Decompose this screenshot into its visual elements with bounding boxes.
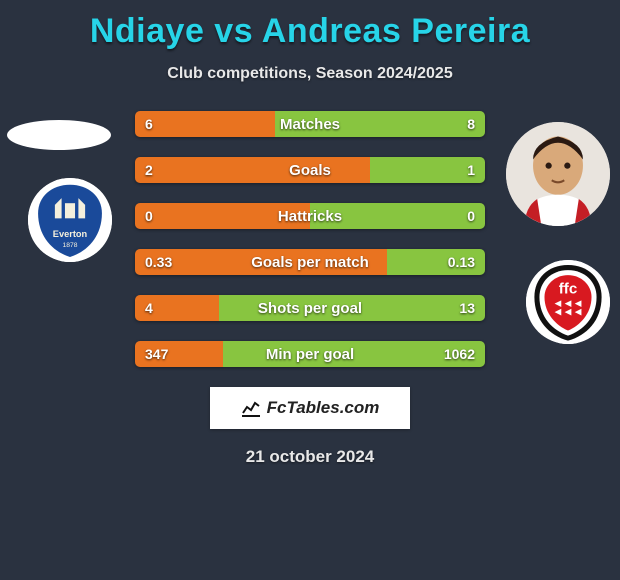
page-title: Ndiaye vs Andreas Pereira xyxy=(0,0,620,51)
bar-left xyxy=(135,295,219,321)
svg-text:1878: 1878 xyxy=(63,242,78,249)
svg-text:ffc: ffc xyxy=(559,281,577,298)
bar-left xyxy=(135,341,223,367)
svg-text:Everton: Everton xyxy=(53,229,88,239)
everton-crest-icon: Everton 1878 xyxy=(28,178,112,262)
club-right-logo: ffc xyxy=(526,260,610,344)
bar-right xyxy=(219,295,485,321)
bar-left xyxy=(135,111,275,137)
stats-container: 68Matches 21Goals 00Hattricks 0.330.13Goals… xyxy=(135,111,485,367)
bar-right xyxy=(275,111,485,137)
bar-right xyxy=(310,203,485,229)
player-left-photo xyxy=(7,120,111,150)
player-right-photo xyxy=(506,122,610,226)
stat-row: 413Shots per goal xyxy=(135,295,485,321)
bar-right xyxy=(387,249,485,275)
bar-left xyxy=(135,203,310,229)
chart-icon xyxy=(241,399,261,417)
bar-right xyxy=(223,341,486,367)
branding-label: FcTables.com xyxy=(267,398,380,418)
bar-left xyxy=(135,249,387,275)
club-left-logo: Everton 1878 xyxy=(28,178,112,262)
stat-row: 00Hattricks xyxy=(135,203,485,229)
branding-badge[interactable]: FcTables.com xyxy=(210,387,410,429)
stat-row: 0.330.13Goals per match xyxy=(135,249,485,275)
subtitle: Club competitions, Season 2024/2025 xyxy=(0,65,620,83)
bar-right xyxy=(370,157,486,183)
stat-row: 21Goals xyxy=(135,157,485,183)
fulham-crest-icon: ffc xyxy=(526,260,610,344)
stat-row: 68Matches xyxy=(135,111,485,137)
date-footer: 21 october 2024 xyxy=(0,447,620,467)
player-headshot-icon xyxy=(506,122,610,226)
stat-row: 3471062Min per goal xyxy=(135,341,485,367)
bar-left xyxy=(135,157,370,183)
